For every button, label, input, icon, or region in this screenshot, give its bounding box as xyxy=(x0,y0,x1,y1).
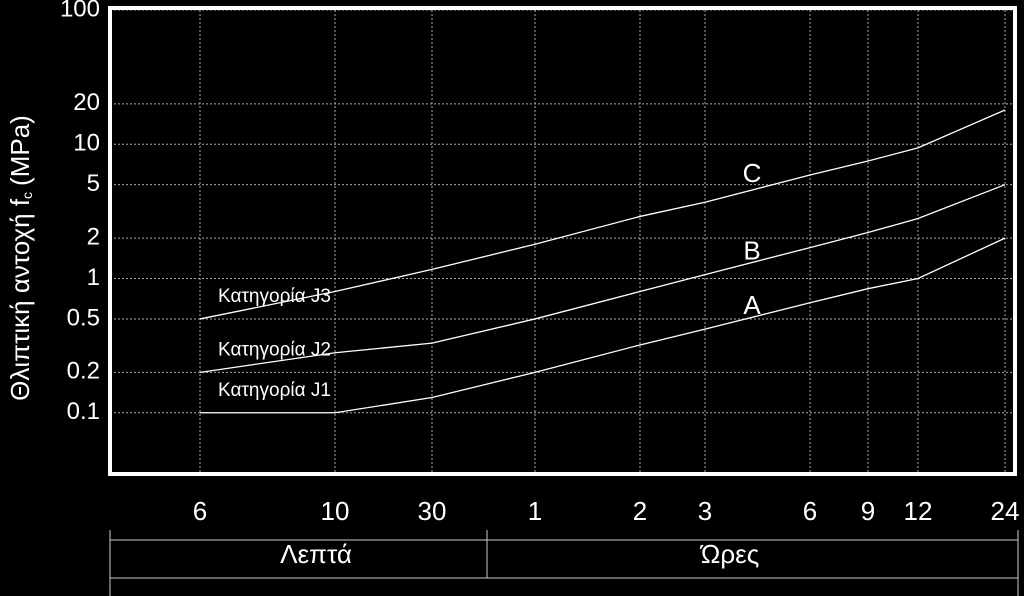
y-tick-label: 0.2 xyxy=(67,358,100,385)
y-tick-label: 2 xyxy=(87,223,100,250)
series-line xyxy=(199,109,1006,320)
x-tick-label: 6 xyxy=(803,496,817,526)
x-tick-label: 12 xyxy=(904,496,933,526)
y-label-unit: (MPa) xyxy=(5,115,35,186)
series-line xyxy=(200,237,1006,414)
y-tick-label: 10 xyxy=(73,130,100,157)
series-label: Κατηγορία J1 xyxy=(218,380,331,401)
y-tick-label: 0.5 xyxy=(67,304,100,331)
series-label: Κατηγορία J3 xyxy=(218,286,331,307)
x-tick-label: 2 xyxy=(633,496,647,526)
x-tick-label: 24 xyxy=(991,496,1020,526)
x-tick-label: 6 xyxy=(193,496,207,526)
group-label: Λεπτά xyxy=(280,539,352,569)
y-label-main: Θλιπτική αντοχή f xyxy=(5,198,35,401)
series-line xyxy=(199,184,1006,374)
series-label: Κατηγορία J2 xyxy=(218,339,331,360)
y-tick-label: 100 xyxy=(60,0,100,22)
x-tick-label: 1 xyxy=(528,496,542,526)
group-label: Ώρες xyxy=(700,539,759,569)
y-tick-label: 1 xyxy=(87,264,100,291)
y-axis-label: Θλιπτική αντοχή fc (MPa) xyxy=(5,115,35,401)
plot-frame xyxy=(108,6,1017,476)
y-tick-label: 5 xyxy=(87,170,100,197)
x-tick-label: 3 xyxy=(698,496,712,526)
y-label-sub: c xyxy=(19,192,35,199)
y-tick-label: 0.1 xyxy=(67,398,100,425)
series-tag: C xyxy=(743,158,762,188)
x-tick-label: 10 xyxy=(321,496,350,526)
series-tag: A xyxy=(743,290,761,320)
x-tick-label: 9 xyxy=(861,496,875,526)
x-tick-label: 30 xyxy=(418,496,447,526)
series-tag: B xyxy=(743,235,760,265)
y-tick-label: 20 xyxy=(73,89,100,116)
